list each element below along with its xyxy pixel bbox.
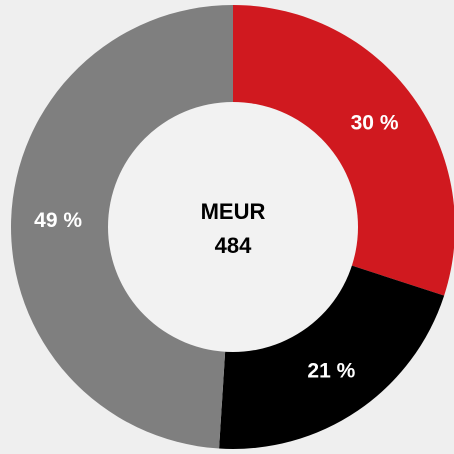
center-title: MEUR	[201, 199, 266, 224]
labels: 30 % 21 % 49 %	[34, 112, 399, 383]
slice-label: 49 %	[34, 209, 82, 232]
center-value: 484	[215, 233, 252, 258]
slice-label: 30 %	[351, 112, 399, 135]
slice-label: 21 %	[307, 359, 355, 382]
donut-hole	[108, 102, 358, 352]
